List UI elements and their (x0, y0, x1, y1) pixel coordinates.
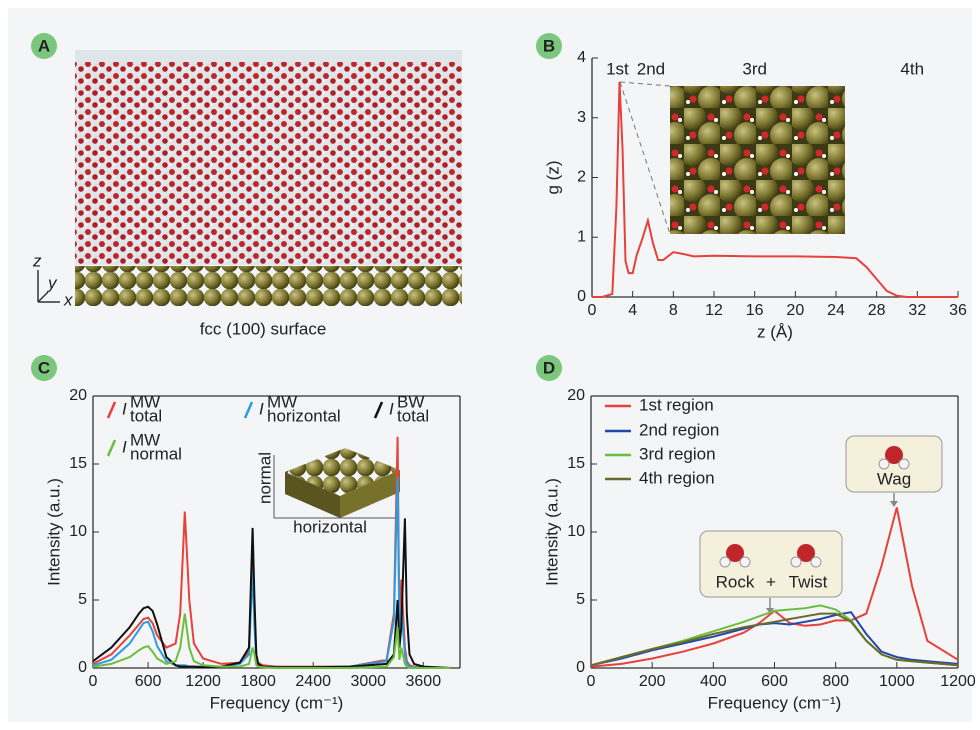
y-axis-label: Intensity (a.u.) (44, 478, 63, 586)
molecule-icon (720, 557, 730, 567)
molecule-icon (879, 459, 889, 469)
x-tick-label: 36 (949, 302, 967, 319)
x-tick-label: 600 (135, 673, 162, 690)
y-tick-label: 10 (567, 523, 585, 540)
x-tick-label: 24 (827, 302, 845, 319)
y-tick-label: 5 (576, 591, 585, 608)
y-tick-label: 15 (69, 455, 87, 472)
page: z y x fcc (100) surface A B C D normal h… (0, 0, 980, 730)
legend-label: 4th region (639, 468, 715, 487)
legend-label: I (122, 399, 127, 418)
y-tick-label: 0 (577, 288, 586, 305)
figure: z y x fcc (100) surface A B C D normal h… (0, 0, 980, 730)
x-axis-label: z (Å) (757, 322, 793, 341)
x-tick-label: 2400 (295, 673, 331, 690)
legend-label: 3rd region (639, 444, 716, 463)
legend-label: 1st region (639, 395, 714, 414)
y-tick-label: 3 (577, 109, 586, 126)
legend-label-sub: total (130, 406, 162, 425)
axis-label: x (63, 290, 73, 309)
legend-label: 2nd region (639, 420, 719, 439)
x-tick-label: 28 (868, 302, 886, 319)
legend-label-sub: horizontal (267, 406, 341, 425)
annotation: 3rd (742, 59, 767, 78)
molecule-icon (740, 557, 750, 567)
legend-label-sub: normal (130, 444, 182, 463)
y-tick-label: 0 (78, 659, 87, 676)
metal-slab (75, 266, 462, 306)
molecule-icon (811, 557, 821, 567)
annotation: 1st (606, 59, 629, 78)
molecule-icon (791, 557, 801, 567)
panel-label: A (38, 36, 50, 55)
x-tick-label: 3000 (350, 673, 386, 690)
axis-label: y (47, 273, 58, 292)
x-tick-label: 0 (587, 673, 596, 690)
x-tick-label: 400 (700, 673, 727, 690)
y-tick-label: 20 (69, 387, 87, 404)
inset-label: horizontal (293, 517, 367, 536)
x-tick-label: 1200 (185, 673, 221, 690)
annotation: Twist (789, 572, 828, 591)
y-tick-label: 2 (577, 169, 586, 186)
y-tick-label: 5 (78, 591, 87, 608)
annotation: Wag (877, 469, 911, 488)
x-tick-label: 3600 (406, 673, 442, 690)
panel-label: B (543, 36, 555, 55)
legend-label-sub: total (397, 406, 429, 425)
y-tick-label: 1 (577, 228, 586, 245)
x-tick-label: 200 (639, 673, 666, 690)
legend-label: I (389, 399, 394, 418)
x-axis-label: Frequency (cm⁻¹) (708, 693, 842, 712)
molecule-icon (899, 459, 909, 469)
inset-label: normal (255, 452, 274, 504)
y-tick-label: 10 (69, 523, 87, 540)
x-tick-label: 1000 (879, 673, 915, 690)
x-tick-label: 0 (89, 673, 98, 690)
x-tick-label: 600 (761, 673, 788, 690)
y-tick-label: 4 (577, 49, 586, 66)
x-axis-label: Frequency (cm⁻¹) (210, 693, 344, 712)
x-tick-label: 1800 (240, 673, 276, 690)
y-tick-label: 0 (576, 659, 585, 676)
y-axis-label: g (z) (543, 161, 562, 195)
y-tick-label: 20 (567, 387, 585, 404)
annotation: 4th (900, 59, 924, 78)
x-tick-label: 0 (588, 302, 597, 319)
x-tick-label: 12 (705, 302, 723, 319)
water-molecules (75, 62, 462, 265)
x-tick-label: 800 (822, 673, 849, 690)
x-tick-label: 4 (628, 302, 637, 319)
annotation: 2nd (637, 59, 665, 78)
y-tick-label: 15 (567, 455, 585, 472)
x-tick-label: 16 (746, 302, 764, 319)
panel-label: C (38, 358, 50, 377)
x-tick-label: 8 (669, 302, 678, 319)
legend-label: I (259, 399, 264, 418)
caption: fcc (100) surface (200, 319, 327, 338)
y-axis-label: Intensity (a.u.) (542, 478, 561, 586)
legend-label: I (122, 437, 127, 456)
x-tick-label: 32 (908, 302, 926, 319)
annotation: + (766, 572, 776, 591)
annotation: Rock (716, 572, 755, 591)
x-tick-label: 1200 (940, 673, 976, 690)
axis-label: z (32, 251, 42, 270)
x-tick-label: 20 (786, 302, 804, 319)
inset-image (670, 86, 845, 234)
panel-label: D (543, 358, 555, 377)
